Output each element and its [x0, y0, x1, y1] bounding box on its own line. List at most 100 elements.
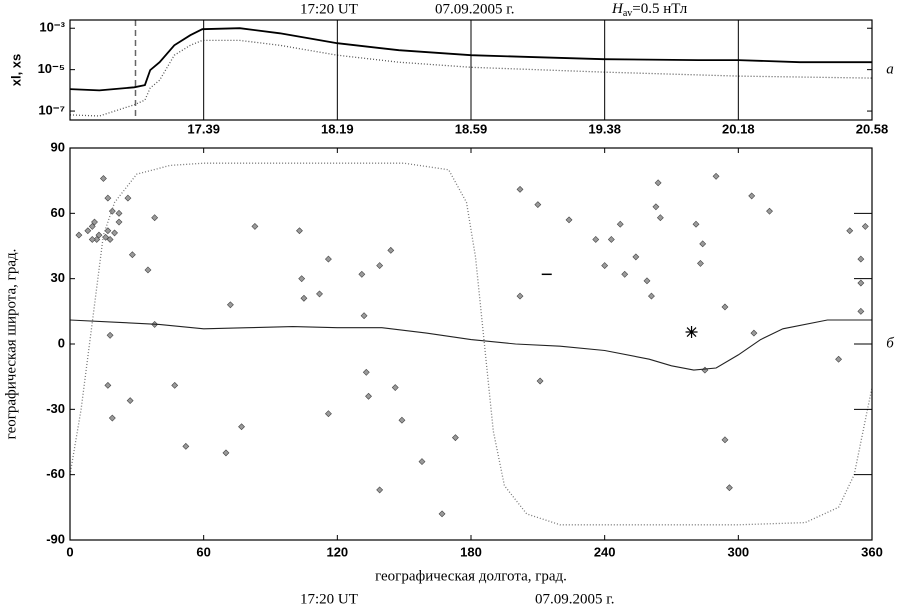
point: [536, 377, 544, 385]
x-tick-label: 300: [727, 544, 749, 559]
point: [712, 172, 720, 180]
header-date: 07.09.2005 г.: [435, 1, 514, 17]
point: [376, 486, 384, 494]
point: [296, 227, 303, 235]
x-tick-label: 60: [196, 544, 210, 559]
point: [365, 392, 372, 400]
point: [104, 194, 112, 202]
point: [616, 220, 624, 228]
point: [643, 277, 651, 285]
header-field: Hav=0.5 нТл: [611, 1, 688, 19]
data-line: [70, 162, 872, 526]
point: [182, 442, 190, 450]
x-tick-label: 20.58: [856, 121, 889, 136]
point: [93, 236, 101, 243]
x-tick-label: 180: [460, 544, 482, 559]
point: [144, 266, 152, 274]
point: [126, 397, 134, 405]
field-subscript: av: [623, 8, 632, 19]
star-point: [685, 326, 698, 339]
point: [106, 236, 114, 243]
point: [534, 201, 542, 209]
panel-label: б: [886, 335, 894, 351]
y-tick-label: 10⁻³: [39, 20, 65, 35]
point: [516, 292, 524, 300]
point: [171, 381, 179, 389]
point: [857, 255, 865, 263]
point: [75, 231, 83, 239]
x-axis-label: географическая долгота, град.: [375, 568, 567, 584]
point: [88, 236, 96, 243]
point: [721, 436, 729, 444]
point: [846, 227, 854, 235]
point: [115, 218, 123, 226]
x-tick-label: 19.38: [588, 121, 621, 136]
point: [324, 255, 332, 263]
y-tick-label: -90: [46, 531, 65, 546]
point: [725, 484, 733, 492]
x-tick-label: 0: [66, 544, 73, 559]
header-time: 17:20 UT: [300, 1, 358, 17]
point: [438, 510, 446, 518]
point: [376, 262, 384, 270]
point: [151, 214, 159, 222]
point: [721, 303, 729, 311]
plot-area: [70, 162, 872, 526]
point: [857, 307, 865, 315]
point: [391, 384, 399, 391]
field-symbol: H: [611, 1, 624, 17]
point: [565, 216, 573, 224]
point: [316, 290, 323, 298]
point: [91, 218, 98, 226]
point: [324, 410, 332, 418]
point: [95, 231, 103, 239]
point: [861, 222, 869, 230]
y-tick-label: 10⁻⁷: [38, 102, 65, 117]
x-tick-label: 18.59: [455, 121, 488, 136]
x-tick-label: 17.39: [187, 121, 220, 136]
data-line: [70, 319, 872, 371]
point: [128, 251, 136, 259]
point: [766, 207, 773, 215]
y-tick-label: 90: [51, 139, 65, 154]
point: [607, 236, 615, 243]
point: [84, 227, 92, 235]
point: [358, 270, 366, 278]
point: [632, 253, 640, 261]
y-tick-label: 30: [51, 270, 65, 285]
point: [251, 222, 259, 230]
footer-time: 17:20 UT: [300, 591, 358, 607]
point: [592, 236, 600, 243]
point: [108, 414, 116, 422]
point: [238, 423, 245, 431]
point: [857, 279, 865, 287]
point: [692, 220, 700, 228]
plot-frame: [69, 147, 873, 541]
point: [654, 179, 662, 187]
point: [750, 329, 758, 337]
point: [648, 292, 655, 300]
x-tick-label: 120: [326, 544, 348, 559]
y-tick-label: -60: [46, 466, 65, 481]
point: [387, 246, 395, 254]
point: [652, 203, 660, 211]
x-tick-label: 20.18: [722, 121, 755, 136]
data-line: [70, 27, 872, 92]
point: [699, 240, 707, 248]
point: [601, 262, 609, 270]
x-tick-label: 240: [594, 544, 616, 559]
point: [99, 175, 107, 182]
y-tick-label: 10⁻⁵: [38, 61, 65, 76]
point: [124, 194, 132, 202]
point: [451, 434, 459, 442]
field-text: =0.5 нТл: [632, 1, 687, 17]
x-tick-label: 18.19: [321, 121, 354, 136]
point: [298, 275, 306, 283]
point: [108, 207, 116, 215]
point: [360, 312, 368, 320]
y-axis-label: географическая широта, град.: [3, 249, 19, 440]
point: [226, 301, 234, 309]
y-tick-label: -30: [46, 401, 65, 416]
